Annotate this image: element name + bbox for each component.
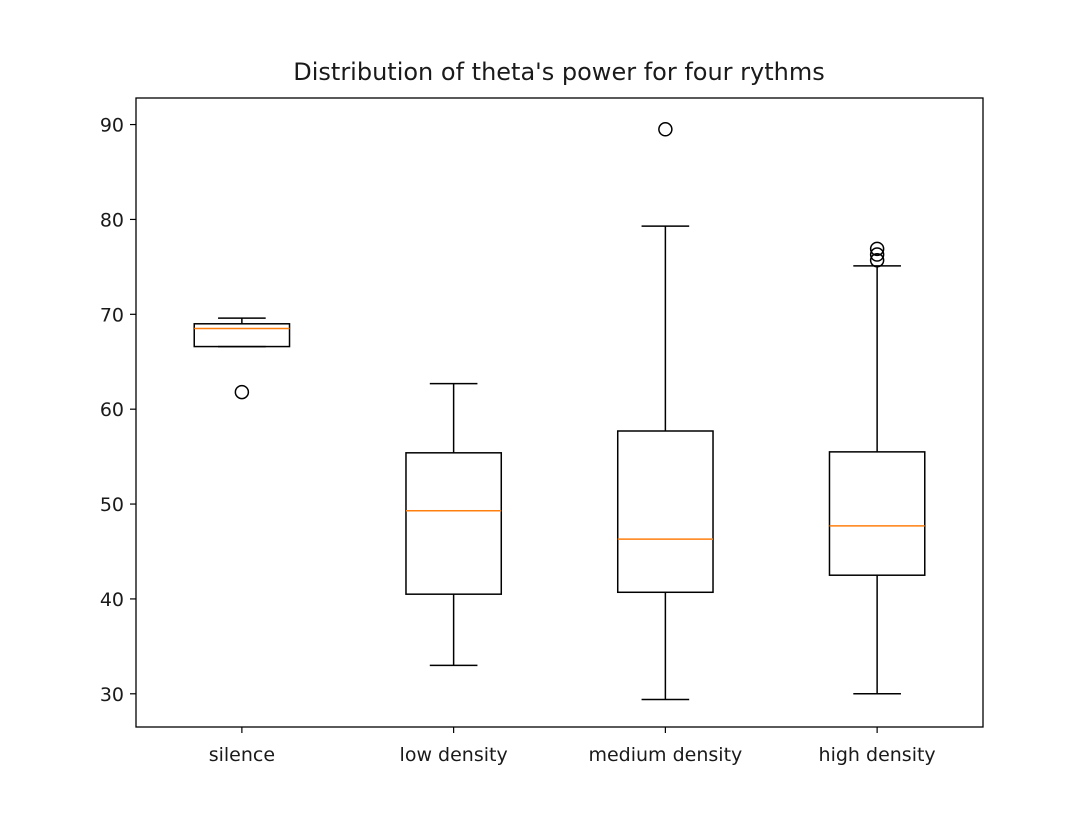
y-tick-label: 50 <box>100 494 124 516</box>
y-tick-label: 40 <box>100 589 124 611</box>
x-tick-label: silence <box>209 744 275 766</box>
chart-title: Distribution of theta's power for four r… <box>293 58 825 86</box>
box-group-high-density <box>828 241 926 695</box>
x-tick-label: low density <box>400 744 508 766</box>
outlier-point <box>869 247 885 262</box>
y-tick-label: 30 <box>100 684 124 706</box>
iqr-box <box>616 430 714 594</box>
y-tick-label: 80 <box>100 209 124 231</box>
outlier-point <box>869 252 885 268</box>
x-tick-label: high density <box>819 744 936 766</box>
outlier-point <box>234 384 250 400</box>
y-tick-label: 60 <box>100 399 124 421</box>
box-group-silence <box>193 317 291 400</box>
x-tick-label: medium density <box>588 744 742 766</box>
iqr-box <box>405 452 503 595</box>
iqr-box <box>193 323 291 348</box>
y-tick-label: 70 <box>100 304 124 326</box>
box-group-medium-density <box>616 122 714 701</box>
box-group-low-density <box>405 382 503 667</box>
outlier-point <box>658 122 673 137</box>
x-axis: silence low density medium density high den… <box>209 727 936 766</box>
plot-marks <box>193 122 926 701</box>
plot-frame <box>135 97 984 728</box>
iqr-box <box>828 451 926 576</box>
outlier-point <box>869 241 885 257</box>
y-axis: 30 40 50 60 70 80 90 <box>100 115 136 706</box>
y-tick-label: 90 <box>100 115 124 137</box>
